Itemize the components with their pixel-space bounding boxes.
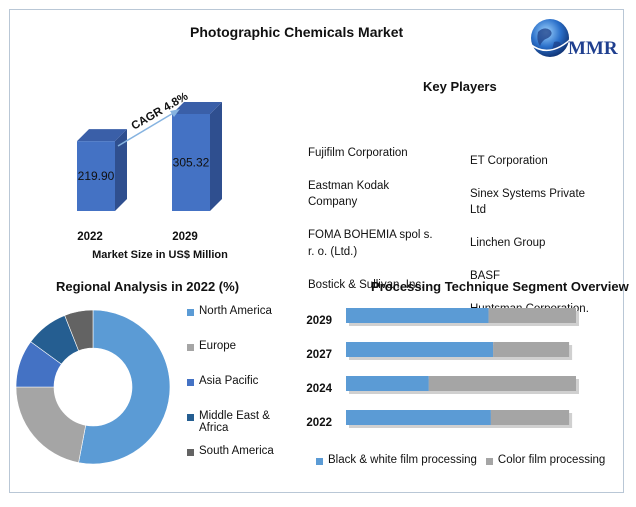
bar-2024-color xyxy=(428,376,576,391)
key-player-item: Bostick & Sullivan, Inc. xyxy=(308,278,425,291)
key-player-item: BASF xyxy=(470,270,501,282)
bar-category-label: 2022 xyxy=(77,231,103,243)
key-player-item: ET Corporation xyxy=(470,154,548,167)
legend-item-europe: Europe xyxy=(187,340,297,375)
page-title: Photographic Chemicals Market xyxy=(190,24,404,40)
legend-label: Europe xyxy=(199,340,237,352)
legend-swatch xyxy=(187,309,194,316)
legend-item-asia-pacific: Asia Pacific xyxy=(187,375,297,410)
category-label: 2027 xyxy=(306,349,332,361)
key-player-item: Fujifilm Corporation xyxy=(308,146,408,159)
legend-item-south-america: South America xyxy=(187,445,297,465)
bar-category-label: 2029 xyxy=(172,231,198,243)
bar-value-label: 219.90 xyxy=(78,169,115,183)
bar-2027-color xyxy=(493,342,570,357)
cagr-arrowhead xyxy=(170,109,180,117)
processing-technique-title: Processing Technique Segment Overview xyxy=(371,279,629,294)
bar-2029 xyxy=(172,114,210,211)
bar-value-label: 305.32 xyxy=(173,156,210,170)
legend-label: North America xyxy=(199,305,272,317)
x-axis-label: Market Size in US$ Million xyxy=(92,249,228,260)
legend-swatch xyxy=(187,379,194,386)
market-size-chart: 219.90 2022 305.32 2029 Market Size in US$ M… xyxy=(77,91,228,260)
key-players-left-list: Fujifilm Corporation Eastman Kodak Compa… xyxy=(308,128,458,310)
bar-side xyxy=(210,102,222,211)
category-label: 2024 xyxy=(306,383,332,395)
cagr-arrow xyxy=(117,111,176,147)
bar-2024-bw xyxy=(346,376,429,391)
logo-text: MMR xyxy=(568,38,618,59)
legend-swatch xyxy=(316,458,323,465)
legend-label: Middle East & Africa xyxy=(199,410,270,434)
key-player-item: Eastman Kodak Company xyxy=(308,179,390,209)
legend-item-middle-east-africa: Middle East & Africa xyxy=(187,410,297,445)
legend-label-color: Color film processing xyxy=(497,454,606,466)
regional-analysis-title: Regional Analysis in 2022 (%) xyxy=(56,279,240,294)
bar-2022-color xyxy=(490,410,570,425)
bar-2029-bw xyxy=(346,308,489,323)
category-label: 2022 xyxy=(306,417,332,429)
category-label: 2029 xyxy=(306,315,332,327)
legend-swatch xyxy=(187,449,194,456)
legend-item-north-america: North America xyxy=(187,305,297,340)
legend-swatch xyxy=(485,458,493,465)
key-players-title: Key Players xyxy=(423,79,497,94)
mmr-logo: MMR xyxy=(528,16,618,62)
key-player-item: Sinex Systems Private Ltd xyxy=(470,187,586,217)
donut-slice-north-america xyxy=(78,309,171,465)
processing-technique-chart: 2029 2027 2024 2022 xyxy=(306,308,579,429)
bar-2022 xyxy=(77,141,115,211)
bar-2022-bw xyxy=(346,410,491,425)
bar-top xyxy=(172,102,222,114)
bar-2029-color xyxy=(488,308,576,323)
key-player-item: FOMA BOHEMIA spol s. r. o. (Ltd.) xyxy=(308,229,433,258)
infographic-frame xyxy=(9,9,624,493)
legend-label-bw: Black & white film processing xyxy=(328,454,477,466)
globe-icon xyxy=(529,19,575,57)
key-player-item: Linchen Group xyxy=(470,237,546,249)
regional-donut-chart xyxy=(15,309,171,465)
processing-legend: Black & white film processing Color film… xyxy=(316,454,605,466)
regional-legend: North America Europe Asia Pacific Middle… xyxy=(187,305,297,465)
bar-side xyxy=(115,129,127,211)
bar-top xyxy=(77,129,127,142)
legend-swatch xyxy=(187,414,194,421)
donut-slice-south-america xyxy=(64,309,94,352)
legend-label: Asia Pacific xyxy=(199,375,259,387)
bar-2027-bw xyxy=(346,342,494,357)
legend-swatch xyxy=(187,344,194,351)
donut-slice-europe xyxy=(15,386,87,463)
legend-label: South America xyxy=(199,445,274,457)
